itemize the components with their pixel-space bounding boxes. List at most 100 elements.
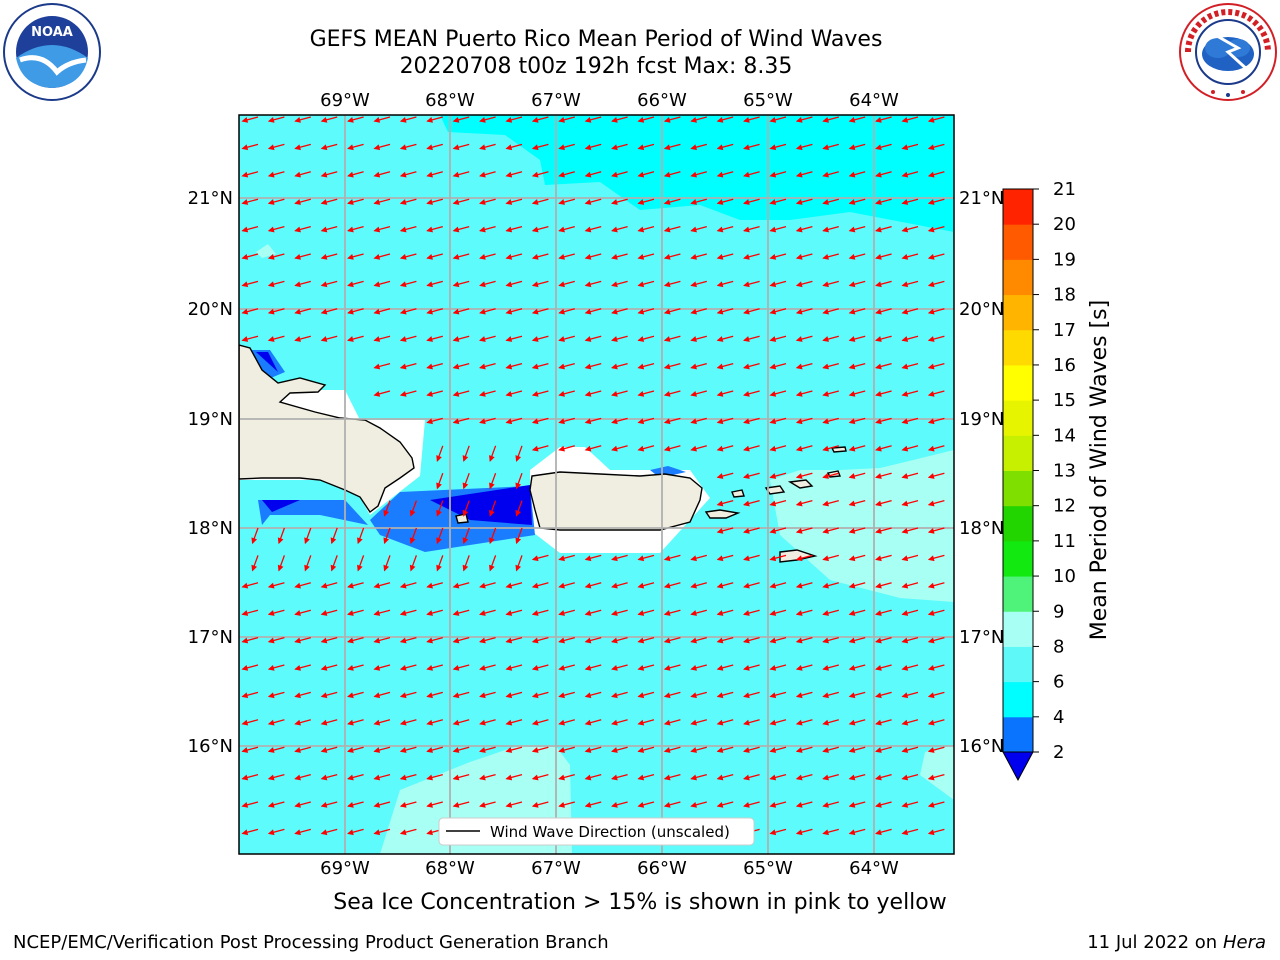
wind-wave-arrowhead xyxy=(901,610,909,616)
wind-wave-arrowhead xyxy=(743,582,750,589)
wind-wave-arrowhead xyxy=(848,637,856,644)
wind-wave-arrowhead xyxy=(743,801,750,808)
wind-wave-arrowhead xyxy=(294,692,301,699)
wind-wave-arrowhead xyxy=(267,226,275,233)
wind-wave-arrowhead xyxy=(558,363,565,370)
wind-wave-arrowhead xyxy=(505,308,513,315)
wind-wave-arrowhead xyxy=(479,336,486,342)
wind-wave-arrowhead xyxy=(267,308,275,315)
wind-wave-arrowhead xyxy=(373,336,381,342)
wind-wave-arrowhead xyxy=(822,637,829,644)
wind-wave-arrowhead xyxy=(436,482,442,490)
wind-wave-arrowhead xyxy=(637,281,645,288)
wind-wave-arrowhead xyxy=(373,829,381,836)
wind-wave-arrowhead xyxy=(426,829,433,836)
wind-wave-arrowhead xyxy=(505,363,513,370)
wind-wave-arrowhead xyxy=(690,801,697,808)
wind-wave-arrowhead xyxy=(409,537,416,545)
wind-wave-arrowhead xyxy=(822,390,829,397)
wind-wave-arrowhead xyxy=(795,527,803,534)
wind-wave-arrowhead xyxy=(241,116,249,123)
wind-wave-arrowhead xyxy=(267,116,275,123)
wind-wave-arrowhead xyxy=(584,144,592,151)
wind-wave-arrowhead xyxy=(373,637,381,644)
wind-wave-arrowhead xyxy=(267,719,275,726)
legend-label: Wind Wave Direction (unscaled) xyxy=(490,823,730,841)
wind-wave-arrowhead xyxy=(716,281,724,288)
colorbar-tick-label: 17 xyxy=(1053,320,1076,341)
wind-wave-arrowhead xyxy=(383,564,390,572)
wind-wave-arrowhead xyxy=(716,692,724,699)
contour-band-under-2 xyxy=(256,352,532,525)
wind-wave-arrowhead xyxy=(663,582,671,589)
wind-wave-arrowhead xyxy=(663,747,671,753)
wind-wave-arrowhead xyxy=(795,555,803,562)
puerto-rico-land xyxy=(529,471,703,531)
wind-wave-arrowhead xyxy=(848,336,856,342)
wind-wave-arrowhead xyxy=(558,637,565,644)
wind-wave-arrowhead xyxy=(584,199,592,205)
wind-wave-arrowhead xyxy=(347,637,354,644)
wind-wave-arrowhead xyxy=(479,719,486,726)
wind-wave-arrowhead xyxy=(294,719,301,726)
wind-wave-arrowhead xyxy=(795,116,803,123)
wind-wave-arrowhead xyxy=(294,144,301,151)
wind-wave-arrowhead xyxy=(426,226,433,233)
wind-wave-arrowhead xyxy=(663,116,671,123)
wind-wave-arrowhead xyxy=(452,390,460,397)
wind-wave-arrowhead xyxy=(875,308,882,315)
wind-wave-arrowhead xyxy=(373,363,381,370)
wind-wave-arrowhead xyxy=(515,455,522,462)
wind-wave-arrowhead xyxy=(304,537,310,545)
wind-wave-arrowhead xyxy=(505,610,513,616)
wind-wave-arrowhead xyxy=(515,509,522,517)
wind-wave-arrowhead xyxy=(716,336,724,342)
wind-wave-arrowhead xyxy=(822,719,829,726)
wind-wave-arrowhead xyxy=(637,445,645,452)
colorbar-swatch xyxy=(1003,646,1033,683)
wind-wave-arrowhead xyxy=(663,253,671,260)
wind-wave-arrowhead xyxy=(822,253,829,260)
wind-wave-arrowhead xyxy=(399,336,407,342)
wind-wave-arrowhead xyxy=(716,144,724,151)
wind-wave-arrowhead xyxy=(716,308,724,315)
wind-wave-arrowhead xyxy=(505,692,513,699)
wind-wave-arrowhead xyxy=(795,199,803,205)
wind-wave-arrowhead xyxy=(848,719,856,726)
wind-wave-arrowhead xyxy=(320,171,328,178)
wind-wave-arrowhead xyxy=(822,418,829,425)
wind-wave-arrowhead xyxy=(531,664,539,671)
wind-wave-arrowhead xyxy=(436,537,442,545)
wind-wave-arrowhead xyxy=(399,747,407,753)
wind-wave-arrowhead xyxy=(875,473,882,479)
wind-wave-arrowhead xyxy=(399,692,407,699)
wind-wave-arrowhead xyxy=(822,774,829,781)
wind-wave-arrowhead xyxy=(690,582,697,589)
wind-wave-arrowhead xyxy=(347,226,354,233)
wind-wave-arrowhead xyxy=(452,171,460,178)
wind-wave-arrowhead xyxy=(927,445,935,452)
wind-wave-arrowhead xyxy=(663,144,671,151)
lat-labels-left: 21°N 20°N 19°N 18°N 17°N 16°N xyxy=(188,188,233,757)
wind-wave-arrowhead xyxy=(769,500,777,507)
wind-wave-arrowhead xyxy=(743,500,750,507)
wind-wave-arrowhead xyxy=(267,692,275,699)
wind-wave-arrowhead xyxy=(505,774,513,781)
wind-wave-arrowhead xyxy=(399,664,407,671)
wind-wave-arrowhead xyxy=(743,144,750,151)
wind-wave-arrowhead xyxy=(531,199,539,205)
wind-wave-arrowhead xyxy=(822,829,829,836)
st-croix-island xyxy=(779,549,818,563)
wind-wave-arrowhead xyxy=(294,637,301,644)
wind-wave-arrowhead xyxy=(690,774,697,781)
wind-wave-arrowhead xyxy=(716,555,724,562)
wind-wave-arrowhead xyxy=(373,144,381,151)
wind-wave-arrowhead xyxy=(241,747,249,753)
wind-wave-arrowhead xyxy=(663,390,671,397)
wind-wave-arrowhead xyxy=(558,418,565,425)
wind-wave-arrowhead xyxy=(690,555,697,562)
wind-wave-arrowhead xyxy=(452,582,460,589)
wind-wave-arrowhead xyxy=(795,610,803,616)
wind-wave-arrowhead xyxy=(901,226,909,233)
wind-wave-arrowhead xyxy=(716,390,724,397)
